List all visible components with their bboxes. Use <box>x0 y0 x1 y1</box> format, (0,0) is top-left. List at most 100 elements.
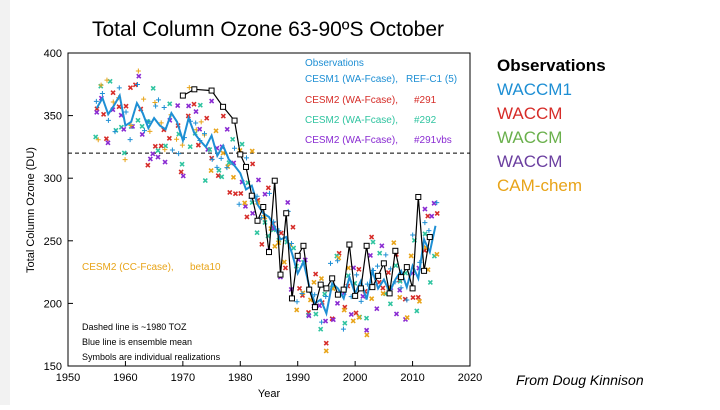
realization-symbol <box>152 143 158 149</box>
realization-symbol <box>180 173 186 179</box>
inner-legend-model-1: CESM1 (WA-Fcase), <box>305 74 398 85</box>
realization-symbol <box>105 117 111 123</box>
realization-symbol <box>259 241 265 247</box>
observation-point <box>398 274 405 281</box>
note-dashed-line: Dashed line is ~1980 TOZ <box>82 322 187 332</box>
realization-symbol <box>162 147 168 153</box>
realization-symbol <box>155 97 161 103</box>
slide-edge <box>0 0 10 405</box>
x-tick-label: 1970 <box>171 372 195 384</box>
realization-symbol <box>367 252 373 259</box>
realization-symbol <box>398 285 404 291</box>
realization-symbol <box>410 232 416 238</box>
y-tick-label: 200 <box>44 298 62 310</box>
realization-symbol <box>123 109 129 115</box>
realization-symbol <box>174 136 180 142</box>
realization-symbol <box>294 299 300 305</box>
observation-point <box>369 284 376 291</box>
series-line <box>95 92 437 317</box>
observation-point <box>375 272 382 279</box>
realization-symbol <box>150 151 156 157</box>
realization-symbol <box>244 214 250 220</box>
realization-symbol <box>145 162 151 168</box>
realization-symbol <box>162 159 168 165</box>
observation-point <box>277 271 284 278</box>
realization-symbol <box>380 285 386 291</box>
observation-point <box>208 87 215 94</box>
y-tick-label: 150 <box>44 361 62 373</box>
realization-symbol <box>262 191 268 197</box>
observation-point <box>340 286 347 293</box>
realization-symbol <box>259 215 265 221</box>
realization-symbol <box>369 296 375 302</box>
realization-symbol <box>408 253 414 259</box>
observation-point <box>266 249 272 256</box>
observation-point <box>323 285 330 292</box>
realization-symbol <box>105 140 111 146</box>
note-blue-line: Blue line is ensemble mean <box>82 337 192 347</box>
realization-symbol <box>426 228 432 234</box>
realization-symbol <box>204 115 210 121</box>
inner-legend-model-3: CESM2 (WA-Fcase), <box>305 115 398 126</box>
realization-symbol <box>147 156 153 162</box>
y-axis-label: Total Column Ozone (DU) <box>25 147 37 273</box>
inner-legend-run-3: #292 <box>414 115 437 126</box>
realization-symbol <box>255 177 262 183</box>
realization-symbol <box>93 134 99 140</box>
realization-symbol <box>193 120 199 126</box>
realization-symbol <box>388 266 394 272</box>
realization-symbol <box>139 123 145 129</box>
realization-symbol <box>103 136 109 142</box>
side-legend: Observations WACCM1 WACCM WACCM WACCM CA… <box>497 54 707 198</box>
x-tick-label: 1990 <box>285 372 309 384</box>
realization-symbol <box>227 189 233 195</box>
realization-symbol <box>266 190 272 196</box>
realization-symbol <box>161 105 167 111</box>
realization-symbol <box>99 91 105 97</box>
realization-symbol <box>323 348 329 354</box>
realization-symbol <box>215 173 221 179</box>
realization-symbol <box>244 155 250 161</box>
realization-symbol <box>410 294 416 301</box>
realization-symbol <box>434 210 440 217</box>
realization-symbol <box>158 143 164 149</box>
observation-point <box>357 285 364 292</box>
observation-point <box>392 247 399 254</box>
realization-symbol <box>348 311 354 317</box>
realization-symbol <box>404 314 410 321</box>
realization-symbol <box>391 240 397 246</box>
realization-symbol <box>425 213 431 219</box>
realization-symbol <box>385 270 392 276</box>
realization-symbol <box>150 85 156 91</box>
realization-symbol <box>207 146 213 153</box>
side-legend-item: WACCM <box>497 104 563 123</box>
plot-frame <box>67 52 471 367</box>
realization-symbol <box>98 82 104 88</box>
y-tick-label: 400 <box>44 48 62 60</box>
realization-symbol <box>158 120 164 126</box>
observation-point <box>231 117 238 124</box>
realization-symbol <box>431 200 437 206</box>
realization-symbol <box>230 174 237 180</box>
x-tick-label: 1960 <box>113 372 137 384</box>
realization-symbol <box>167 101 173 107</box>
inner-legend-model-4: CESM2 (WA-Fcase), <box>305 135 398 146</box>
x-axis-label: Year <box>258 388 281 400</box>
realization-symbol <box>281 259 287 265</box>
realization-symbol <box>328 260 334 266</box>
realization-symbol <box>197 102 203 108</box>
realization-symbol <box>116 85 122 91</box>
chart-notes: Dashed line is ~1980 TOZ Blue line is en… <box>82 322 221 362</box>
realization-symbol <box>220 150 226 156</box>
realization-symbol <box>350 318 356 324</box>
realization-symbol <box>434 251 440 257</box>
realization-symbol <box>427 279 433 285</box>
realization-symbol <box>95 137 101 143</box>
realization-symbol <box>179 161 185 167</box>
realization-symbol <box>136 73 142 79</box>
realization-symbol <box>128 123 134 129</box>
realization-symbol <box>313 271 319 277</box>
realization-symbol <box>323 294 329 300</box>
realization-symbol <box>232 145 238 151</box>
realization-symbol <box>193 127 199 133</box>
